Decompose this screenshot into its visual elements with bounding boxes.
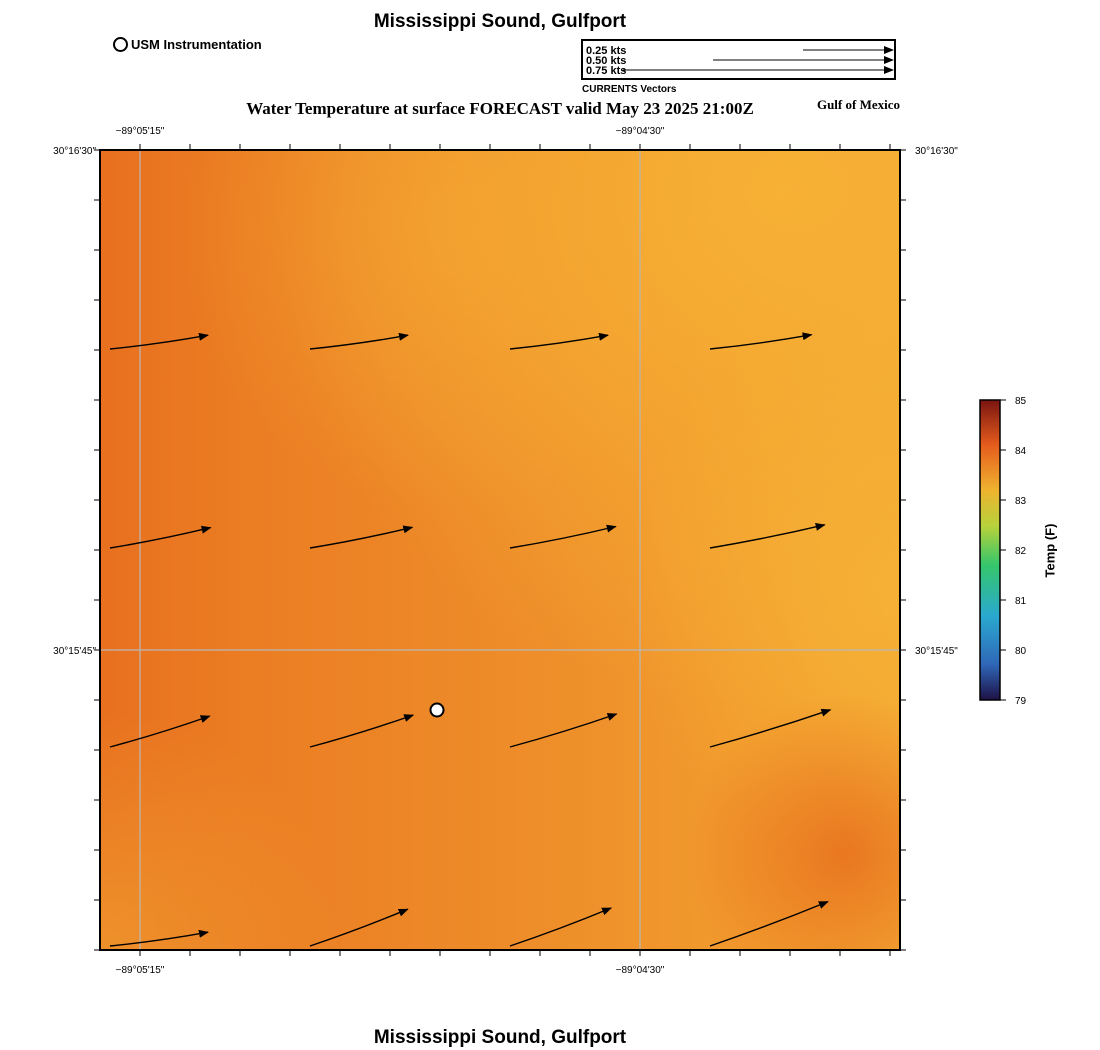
colorbar-tick-label: 79 [1015, 696, 1027, 707]
frame-ticks [94, 144, 906, 956]
temperature-field [100, 150, 900, 950]
y-tick-label-right: 30°16'30" [915, 146, 958, 157]
current-vector-arrow [309, 714, 415, 748]
station-legend: USM Instrumentation [113, 37, 262, 52]
current-vector-arrow [109, 929, 209, 947]
colorbar-tick-label: 80 [1015, 646, 1027, 657]
current-vector-arrow [109, 525, 212, 549]
current-vector-arrow [709, 900, 829, 947]
current-vectors [109, 332, 832, 947]
y-tick-label-right: 30°15'45" [915, 646, 958, 657]
current-vector-arrow [109, 715, 211, 748]
x-tick-label-top: −89°04'30" [616, 126, 665, 137]
x-tick-label-top: −89°05'15" [116, 126, 165, 137]
region-label: Gulf of Mexico [816, 97, 900, 112]
colorbar-tick-label: 84 [1015, 446, 1027, 457]
usm-station-marker [429, 702, 445, 718]
current-vector-arrow [709, 708, 832, 748]
x-tick-label-bottom: −89°05'15" [116, 965, 165, 976]
plot-title: Water Temperature at surface FORECAST va… [246, 99, 754, 118]
colorbar-tick-label: 82 [1015, 546, 1027, 557]
colorbar-tick-label: 83 [1015, 496, 1027, 507]
current-vector-arrow [509, 907, 613, 947]
current-vector-arrow [309, 525, 414, 549]
current-vector-arrow [709, 332, 813, 350]
map-title: Mississippi Sound, Gulfport [373, 11, 627, 32]
colorbar-tick-label: 85 [1015, 396, 1027, 407]
y-tick-label-left: 30°16'30" [53, 146, 96, 157]
vector-scale-legend: 0.25 kts 0.50 kts 0.75 kts [581, 39, 896, 80]
current-vector-arrow [309, 332, 409, 350]
station-circle-icon [113, 37, 128, 52]
vector-scale-label: 0.75 kts [586, 65, 626, 77]
y-tick-label-left: 30°15'45" [53, 646, 96, 657]
current-vector-arrow [509, 524, 617, 549]
colorbar: 79 80 81 82 83 84 85 [979, 396, 1027, 707]
x-tick-label-bottom: −89°04'30" [616, 965, 665, 976]
colorbar-label-wrap: Temp (F) [1010, 523, 1090, 577]
station-legend-label: USM Instrumentation [131, 37, 262, 52]
colorbar-label: Temp (F) [1042, 523, 1058, 577]
current-vector-arrow [309, 908, 409, 947]
axis-labels: −89°05'15" −89°04'30" −89°05'15" −89°04'… [53, 126, 958, 976]
vector-caption: CURRENTS Vectors [582, 84, 677, 95]
current-vector-arrow [109, 332, 209, 350]
colorbar-tick-label: 81 [1015, 596, 1027, 607]
current-vector-arrow [509, 332, 609, 350]
current-vector-arrow [509, 713, 618, 748]
current-vector-arrow [709, 522, 826, 549]
graticule [100, 150, 900, 950]
vector-scale-label: 0.25 kts [586, 45, 626, 57]
map-footer-title: Mississippi Sound, Gulfport [373, 1027, 627, 1048]
vector-scale-label: 0.50 kts [586, 55, 626, 67]
